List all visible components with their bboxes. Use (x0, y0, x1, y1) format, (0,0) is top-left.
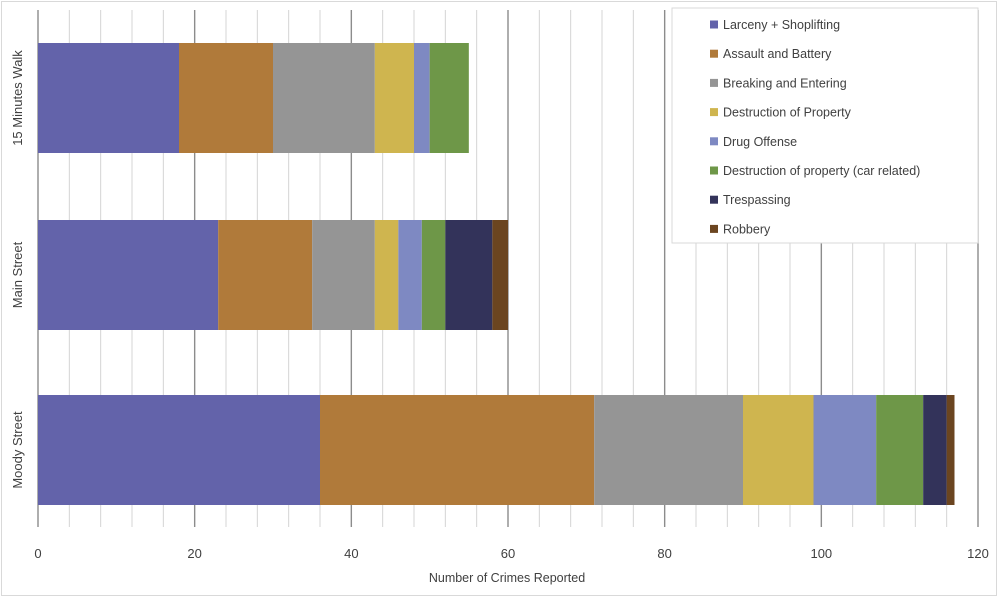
legend: Larceny + Shoplifting Assault and Battery… (671, 7, 979, 244)
legend-swatch (710, 49, 718, 58)
x-tick-label: 100 (810, 546, 832, 561)
bar-segment (179, 43, 273, 153)
bar-segment (445, 220, 493, 330)
x-axis-title: Number of Crimes Reported (429, 571, 585, 585)
bar-segment (429, 43, 469, 153)
bar-segment (594, 395, 743, 505)
bar-segment (813, 395, 877, 505)
bar-segment (743, 395, 814, 505)
x-tick-label: 60 (501, 546, 515, 561)
bar-segment (320, 395, 595, 505)
legend-swatch (710, 108, 718, 117)
bar-segment (876, 395, 924, 505)
y-category-label: Moody Street (10, 411, 25, 489)
x-tick-label: 20 (187, 546, 201, 561)
bar-segment (38, 395, 320, 505)
legend-label: Robbery (723, 222, 771, 236)
bar-segment (923, 395, 947, 505)
bar-segment (374, 43, 414, 153)
bar-segment (414, 43, 430, 153)
x-tick-label: 80 (657, 546, 671, 561)
legend-label: Destruction of Property (723, 106, 852, 120)
bar-segment (38, 220, 219, 330)
bar-segment (273, 43, 375, 153)
legend-label: Breaking and Entering (723, 76, 847, 90)
bar-segment (374, 220, 399, 330)
legend-swatch (710, 166, 718, 175)
legend-label: Destruction of property (car related) (723, 164, 920, 178)
bar-segment (492, 220, 508, 330)
legend-label: Assault and Battery (723, 47, 832, 61)
y-category-label: Main Street (10, 241, 25, 308)
legend-label: Larceny + Shoplifting (723, 18, 840, 32)
y-axis-categories: Moody Street Main Street 15 Minutes Walk (10, 50, 25, 489)
x-axis-ticks: 0 20 40 60 80 100 120 (34, 546, 988, 561)
legend-swatch (710, 224, 718, 233)
bar-segment (38, 43, 179, 153)
legend-swatch (710, 195, 718, 204)
x-tick-label: 120 (967, 546, 989, 561)
legend-box (671, 7, 979, 244)
y-category-label: 15 Minutes Walk (10, 50, 25, 146)
legend-swatch (710, 20, 718, 29)
x-tick-label: 0 (34, 546, 41, 561)
bar-segment (312, 220, 375, 330)
bar-segment (421, 220, 446, 330)
bar-segment (946, 395, 955, 505)
bar-segment (218, 220, 313, 330)
bar-segment (398, 220, 422, 330)
bars (38, 43, 955, 505)
legend-label: Trespassing (723, 193, 791, 207)
legend-swatch (710, 137, 718, 146)
legend-label: Drug Offense (723, 135, 797, 149)
legend-swatch (710, 78, 718, 87)
x-tick-label: 40 (344, 546, 358, 561)
